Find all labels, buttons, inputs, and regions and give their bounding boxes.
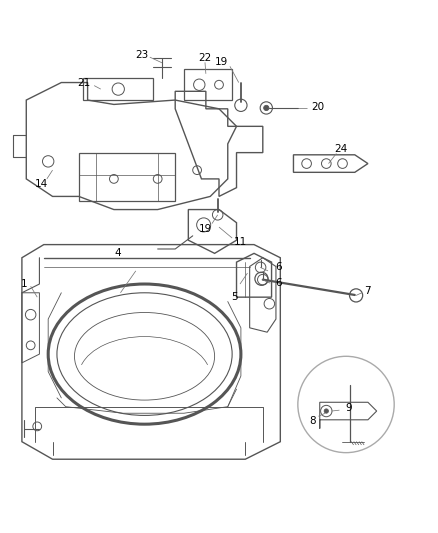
Text: 5: 5	[231, 292, 238, 302]
Text: 19: 19	[215, 58, 228, 67]
Text: 6: 6	[275, 278, 282, 288]
Text: 9: 9	[345, 402, 352, 413]
Text: 20: 20	[311, 102, 324, 111]
Text: 7: 7	[364, 286, 371, 296]
Text: 19: 19	[199, 224, 212, 235]
Text: 6: 6	[275, 262, 282, 271]
Text: 23: 23	[136, 50, 149, 60]
Text: 1: 1	[21, 279, 28, 289]
Text: 24: 24	[334, 144, 347, 154]
Text: 22: 22	[198, 53, 212, 63]
Circle shape	[264, 106, 269, 110]
Text: 4: 4	[114, 248, 121, 259]
Text: 14: 14	[35, 179, 48, 189]
Circle shape	[324, 409, 328, 413]
Text: 21: 21	[78, 77, 91, 87]
Text: 11: 11	[233, 237, 247, 247]
Text: 8: 8	[309, 416, 316, 426]
